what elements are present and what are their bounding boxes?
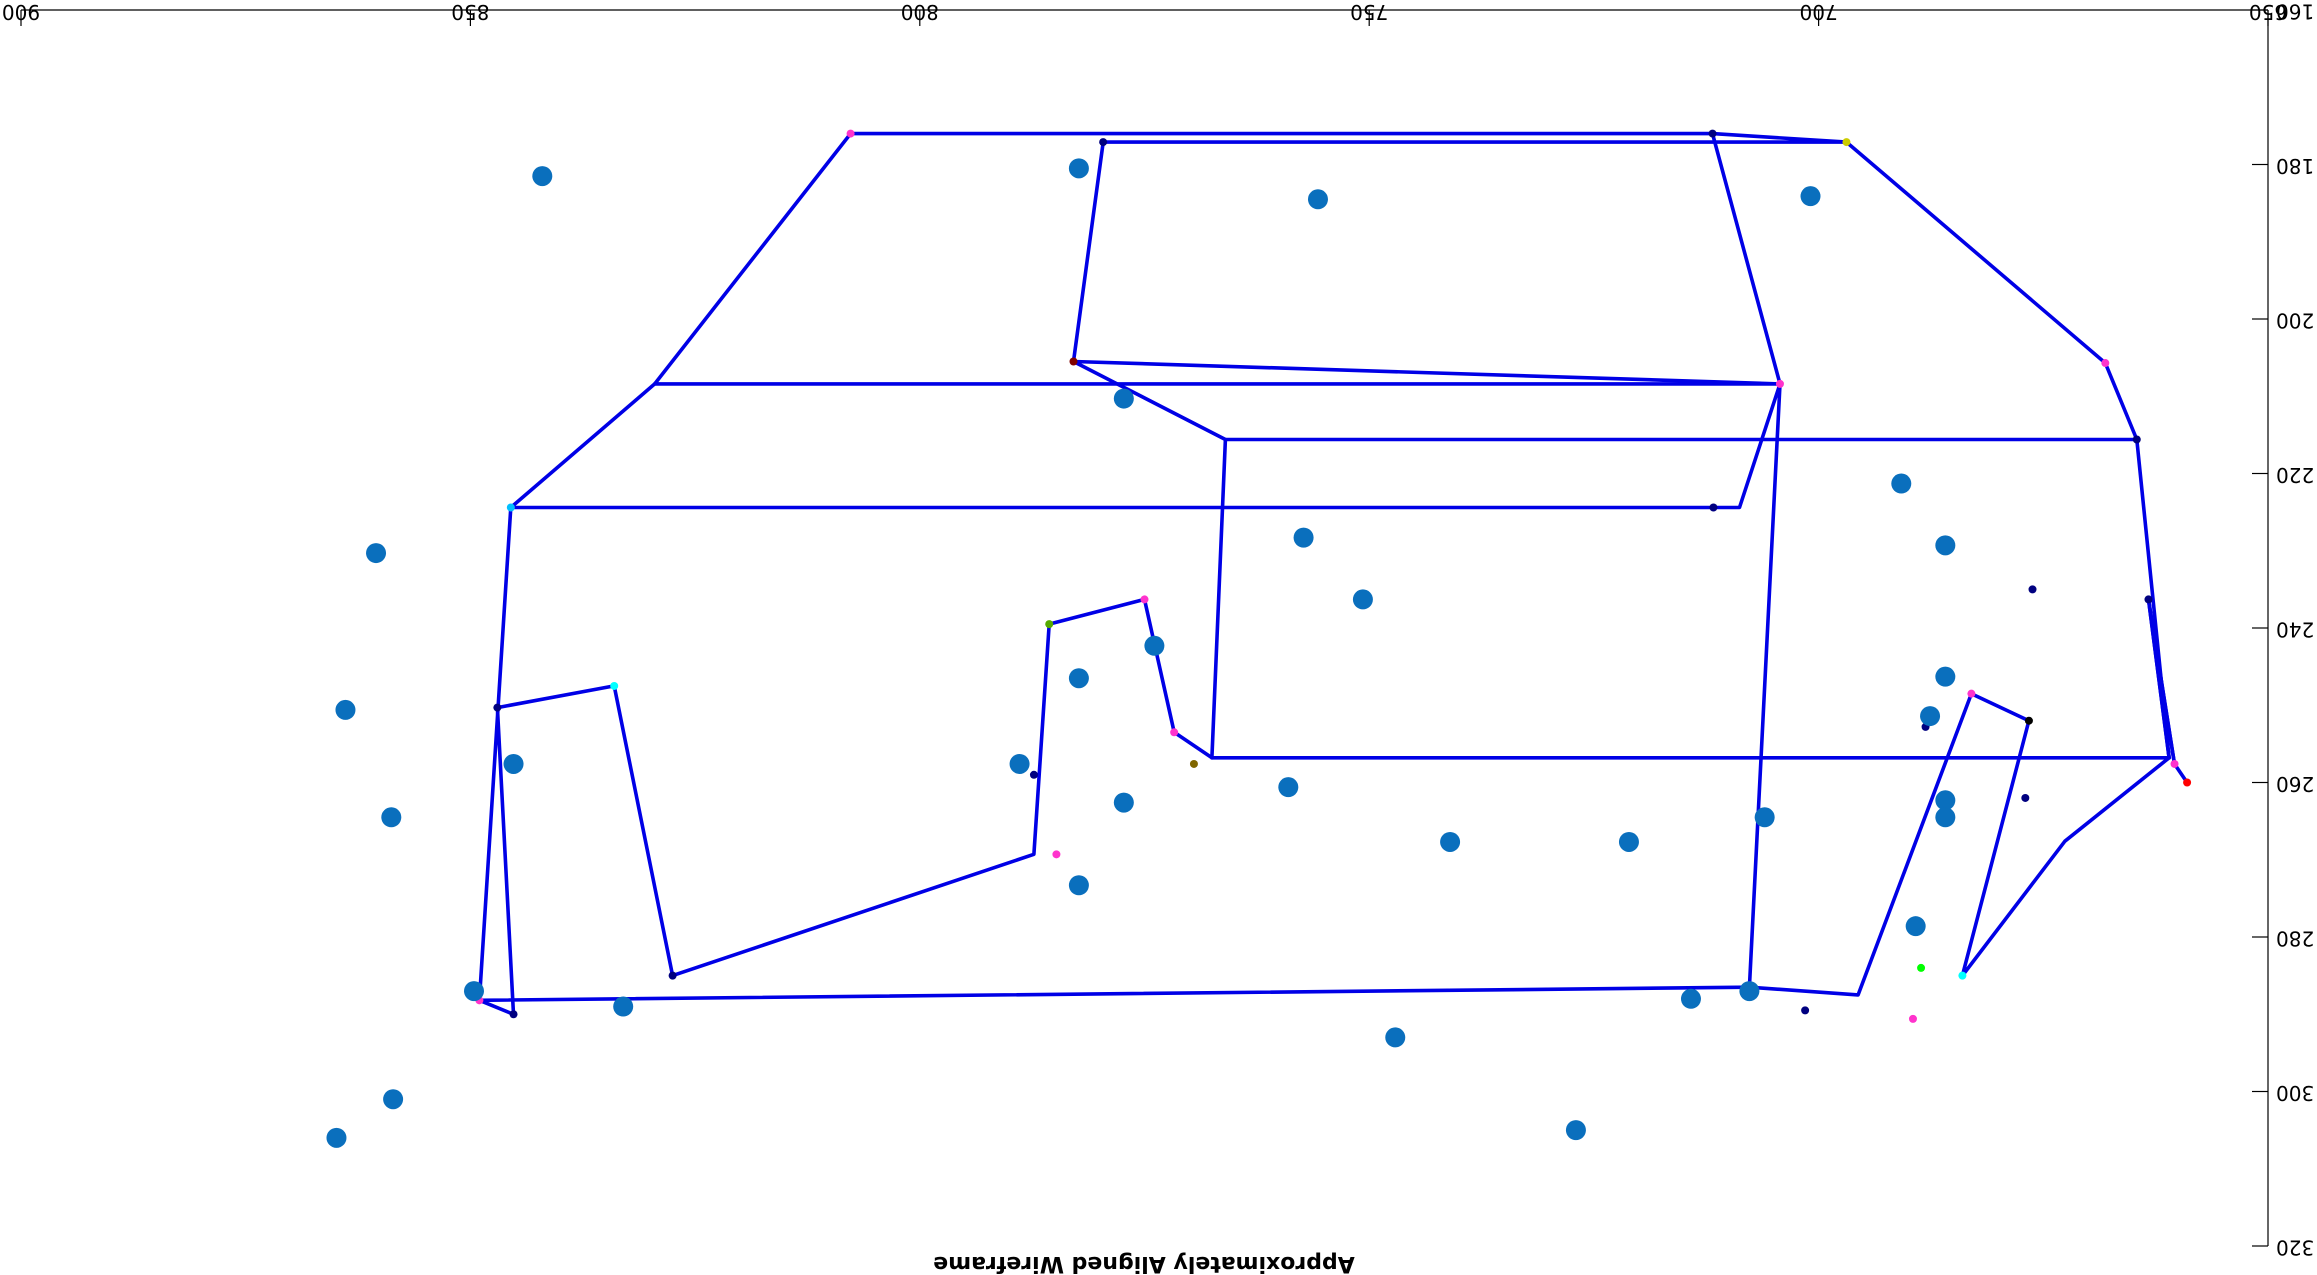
chart-title: Approximately Aligned Wireframe: [933, 1251, 1355, 1275]
keypoint-layer: [326, 158, 1956, 1148]
vertex-marker: [2024, 716, 2033, 725]
data-point: [1891, 473, 1912, 494]
vertex-marker: [1967, 689, 1976, 698]
vertex-marker: [2021, 793, 2030, 802]
x-tick-label: 850: [451, 0, 489, 24]
data-point: [1935, 535, 1956, 556]
x-tick-label: 800: [901, 0, 939, 24]
vertex-marker: [1775, 379, 1784, 388]
vertex-marker: [1908, 1014, 1917, 1023]
y-tick-label: 240: [2276, 618, 2314, 642]
data-point: [326, 1127, 347, 1148]
wireframe-edge: [477, 505, 1752, 1003]
vertex-marker: [1917, 963, 1926, 972]
data-point: [1113, 388, 1134, 409]
wireframe-edge: [2135, 437, 2171, 760]
x-tick-label: 700: [1800, 0, 1838, 24]
y-tick-label: 200: [2276, 309, 2314, 333]
vertex-marker-layer: [475, 129, 2192, 1023]
vertex-marker: [1709, 503, 1718, 512]
x-tick-label: 650: [2249, 0, 2287, 24]
data-point: [381, 807, 402, 828]
wireframe-edge: [848, 131, 1849, 386]
y-tick-label: 260: [2276, 772, 2314, 796]
vertex-marker: [1958, 971, 1967, 980]
data-point: [1800, 186, 1821, 207]
data-point: [1935, 666, 1956, 687]
data-point: [532, 166, 553, 187]
wireframe-edge: [477, 437, 1228, 1017]
vertex-marker: [1069, 357, 1078, 366]
data-point: [1278, 777, 1299, 798]
vertex-marker: [2183, 778, 2192, 787]
vertex-marker: [610, 681, 619, 690]
wireframe-edge: [1210, 597, 2177, 766]
data-point: [1144, 635, 1165, 656]
data-point: [366, 543, 387, 564]
y-tick-label: 160: [2276, 0, 2314, 24]
vertex-marker: [1140, 595, 1149, 604]
data-point: [613, 996, 634, 1017]
data-point: [1565, 1120, 1586, 1141]
vertex-marker: [1801, 1006, 1810, 1015]
wireframe-layer: [477, 131, 2189, 1017]
vertex-marker: [1029, 770, 1038, 779]
data-point: [1009, 753, 1030, 774]
wireframe-edge: [508, 382, 1782, 510]
data-point: [1905, 916, 1926, 937]
y-tick-label: 180: [2276, 154, 2314, 178]
vertex-marker: [1045, 620, 1054, 629]
data-point: [1307, 189, 1328, 210]
vertex-marker: [2144, 595, 2153, 604]
wireframe-edge: [652, 131, 2189, 997]
data-point: [1618, 831, 1639, 852]
data-point: [1920, 706, 1941, 727]
data-point: [1739, 981, 1760, 1002]
data-point: [1293, 527, 1314, 548]
data-point: [503, 753, 524, 774]
data-point: [1935, 807, 1956, 828]
vertex-marker: [2132, 435, 2141, 444]
vertex-marker: [1052, 850, 1061, 859]
x-tick-label: 750: [1350, 0, 1388, 24]
vertex-marker: [668, 971, 677, 980]
data-point: [383, 1089, 404, 1110]
data-point: [1754, 807, 1775, 828]
data-point: [1068, 668, 1089, 689]
y-tick-label: 300: [2276, 1081, 2314, 1105]
vertex-marker: [506, 503, 515, 512]
data-point: [463, 981, 484, 1002]
vertex-marker: [2028, 585, 2037, 594]
vertex-marker: [2101, 359, 2110, 368]
vertex-marker: [509, 1010, 518, 1019]
data-point: [1113, 792, 1134, 813]
data-point: [1935, 790, 1956, 811]
data-point: [1068, 875, 1089, 896]
data-point: [1680, 988, 1701, 1009]
data-point: [335, 699, 356, 720]
y-tick-label: 220: [2276, 463, 2314, 487]
data-point: [1068, 158, 1089, 179]
y-tick-label: 280: [2276, 927, 2314, 951]
vertex-marker: [1170, 728, 1179, 737]
x-tick-label: 900: [2, 0, 40, 24]
data-point: [1352, 589, 1373, 610]
vertex-marker: [1842, 138, 1851, 147]
data-point: [1440, 831, 1461, 852]
vertex-marker: [846, 129, 855, 138]
vertex-marker: [2170, 759, 2179, 768]
vertex-marker: [1189, 759, 1198, 768]
wireframe-edge: [1071, 140, 2139, 442]
vertex-marker: [1099, 138, 1108, 147]
data-point: [1385, 1027, 1406, 1048]
vertex-marker: [493, 703, 502, 712]
vertex-marker: [1708, 129, 1717, 138]
y-tick-label: 320: [2276, 1236, 2314, 1260]
